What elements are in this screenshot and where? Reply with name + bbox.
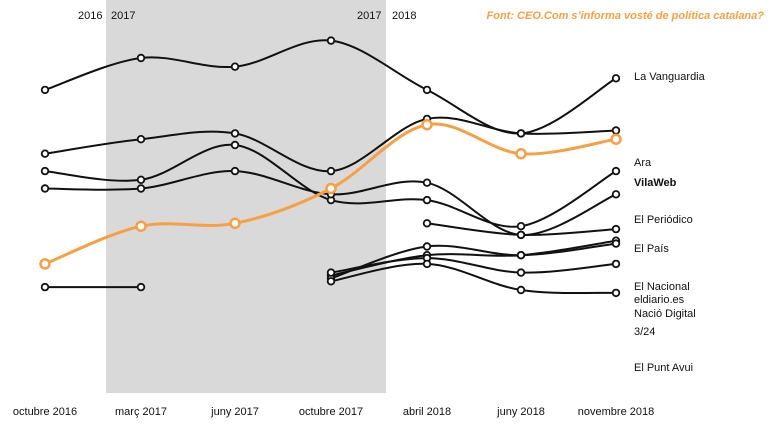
x-tick-label-6: novembre 2018: [578, 406, 654, 418]
x-tick-label-2: juny 2017: [210, 406, 259, 418]
legend-label-el-punt-avui: El Punt Avui: [634, 362, 693, 374]
year-label-2018: 2018: [392, 10, 416, 22]
point-el-peri-dico-1: [136, 175, 146, 184]
point-el-pa-s-4: [422, 178, 432, 187]
legend-label-el-peri-dico: El Periódico: [634, 214, 693, 226]
source-note: Font: CEO.Com s’informa vosté de polític…: [487, 10, 765, 22]
year-label-2017-start: 2017: [111, 10, 135, 22]
point-ara-6: [611, 126, 621, 135]
x-tick-label-0: octubre 2016: [13, 406, 77, 418]
series-el-peri-dico: [40, 140, 621, 231]
point-naci-digital-2: [516, 250, 526, 260]
point-la-vanguardia-0: [40, 85, 50, 95]
shaded-period: [106, 0, 386, 393]
legend-label-naci-digital: Nació Digital: [634, 308, 696, 320]
point-el-peri-dico-4: [422, 195, 432, 205]
point-ara-0: [40, 149, 50, 158]
point-la-vanguardia-1: [136, 53, 146, 63]
point-el-punt-avui-1: [422, 259, 432, 269]
point-la-vanguardia-3: [326, 36, 336, 45]
point-el-peri-dico-2: [230, 140, 240, 150]
year-label-2016: 2016: [78, 10, 102, 22]
point-vilaweb-6: [610, 133, 622, 145]
series-el-punt-avui: [326, 259, 621, 298]
series-line-3-24: [330, 257, 617, 274]
point-el-pa-s-2: [230, 166, 240, 176]
legend-label-vilaweb: VilaWeb: [634, 177, 677, 189]
point-el-punt-avui-2: [516, 285, 526, 295]
x-tick-label-3: octubre 2017: [299, 406, 363, 418]
legend-label-el-nacional: El Nacional: [634, 281, 690, 293]
series-naci-digital: [326, 239, 621, 283]
point-el-nacional-0: [422, 219, 432, 228]
point-ara-2: [230, 129, 240, 138]
point-other-1: [136, 282, 146, 292]
point-el-pa-s-6: [611, 190, 621, 199]
point-la-vanguardia-6: [611, 74, 621, 83]
year-label-2017-end: 2017: [357, 10, 381, 22]
legend-label-el-pa-s: El País: [634, 243, 669, 255]
point-vilaweb-5: [515, 147, 527, 160]
series-line-naci-digital: [330, 242, 617, 280]
point-el-peri-dico-6: [611, 166, 621, 176]
point-3-24-0: [326, 268, 336, 277]
point-3-24-3: [611, 259, 621, 269]
x-tick-label-1: març 2017: [115, 406, 167, 418]
point-ara-3: [326, 166, 336, 176]
point-la-vanguardia-2: [230, 62, 240, 71]
point-el-nacional-1: [516, 230, 526, 240]
legend-label-eldiario-es: eldiario.es: [634, 294, 685, 306]
series-vilaweb: [39, 118, 622, 270]
point-el-nacional-2: [611, 224, 621, 234]
x-tick-label-5: juny 2018: [496, 406, 545, 418]
point-vilaweb-0: [39, 258, 51, 270]
point-other-0: [40, 282, 50, 292]
point-vilaweb-3: [325, 182, 337, 195]
point-vilaweb-2: [229, 217, 241, 230]
series-other: [40, 282, 146, 292]
series-el-nacional: [422, 219, 621, 240]
point-vilaweb-4: [421, 118, 433, 131]
point-ara-1: [136, 134, 146, 144]
series-line-el-punt-avui: [330, 262, 617, 295]
point-el-pa-s-1: [136, 184, 146, 193]
point-vilaweb-1: [135, 220, 147, 232]
series-3-24: [326, 253, 621, 277]
point-el-pa-s-0: [40, 184, 50, 193]
legend-label-ara: Ara: [634, 157, 652, 169]
point-ara-5: [516, 129, 526, 138]
point-el-peri-dico-5: [516, 221, 526, 231]
point-naci-digital-3: [611, 239, 621, 248]
point-el-punt-avui-0: [326, 277, 336, 286]
legend-label-3-24: 3/24: [634, 326, 655, 338]
x-tick-label-4: abril 2018: [403, 406, 451, 418]
point-3-24-2: [516, 268, 526, 277]
point-el-punt-avui-3: [611, 288, 621, 298]
point-la-vanguardia-4: [422, 85, 432, 95]
point-naci-digital-1: [422, 242, 432, 251]
point-el-peri-dico-0: [40, 166, 50, 176]
legend-label-la-vanguardia: La Vanguardia: [634, 71, 706, 83]
